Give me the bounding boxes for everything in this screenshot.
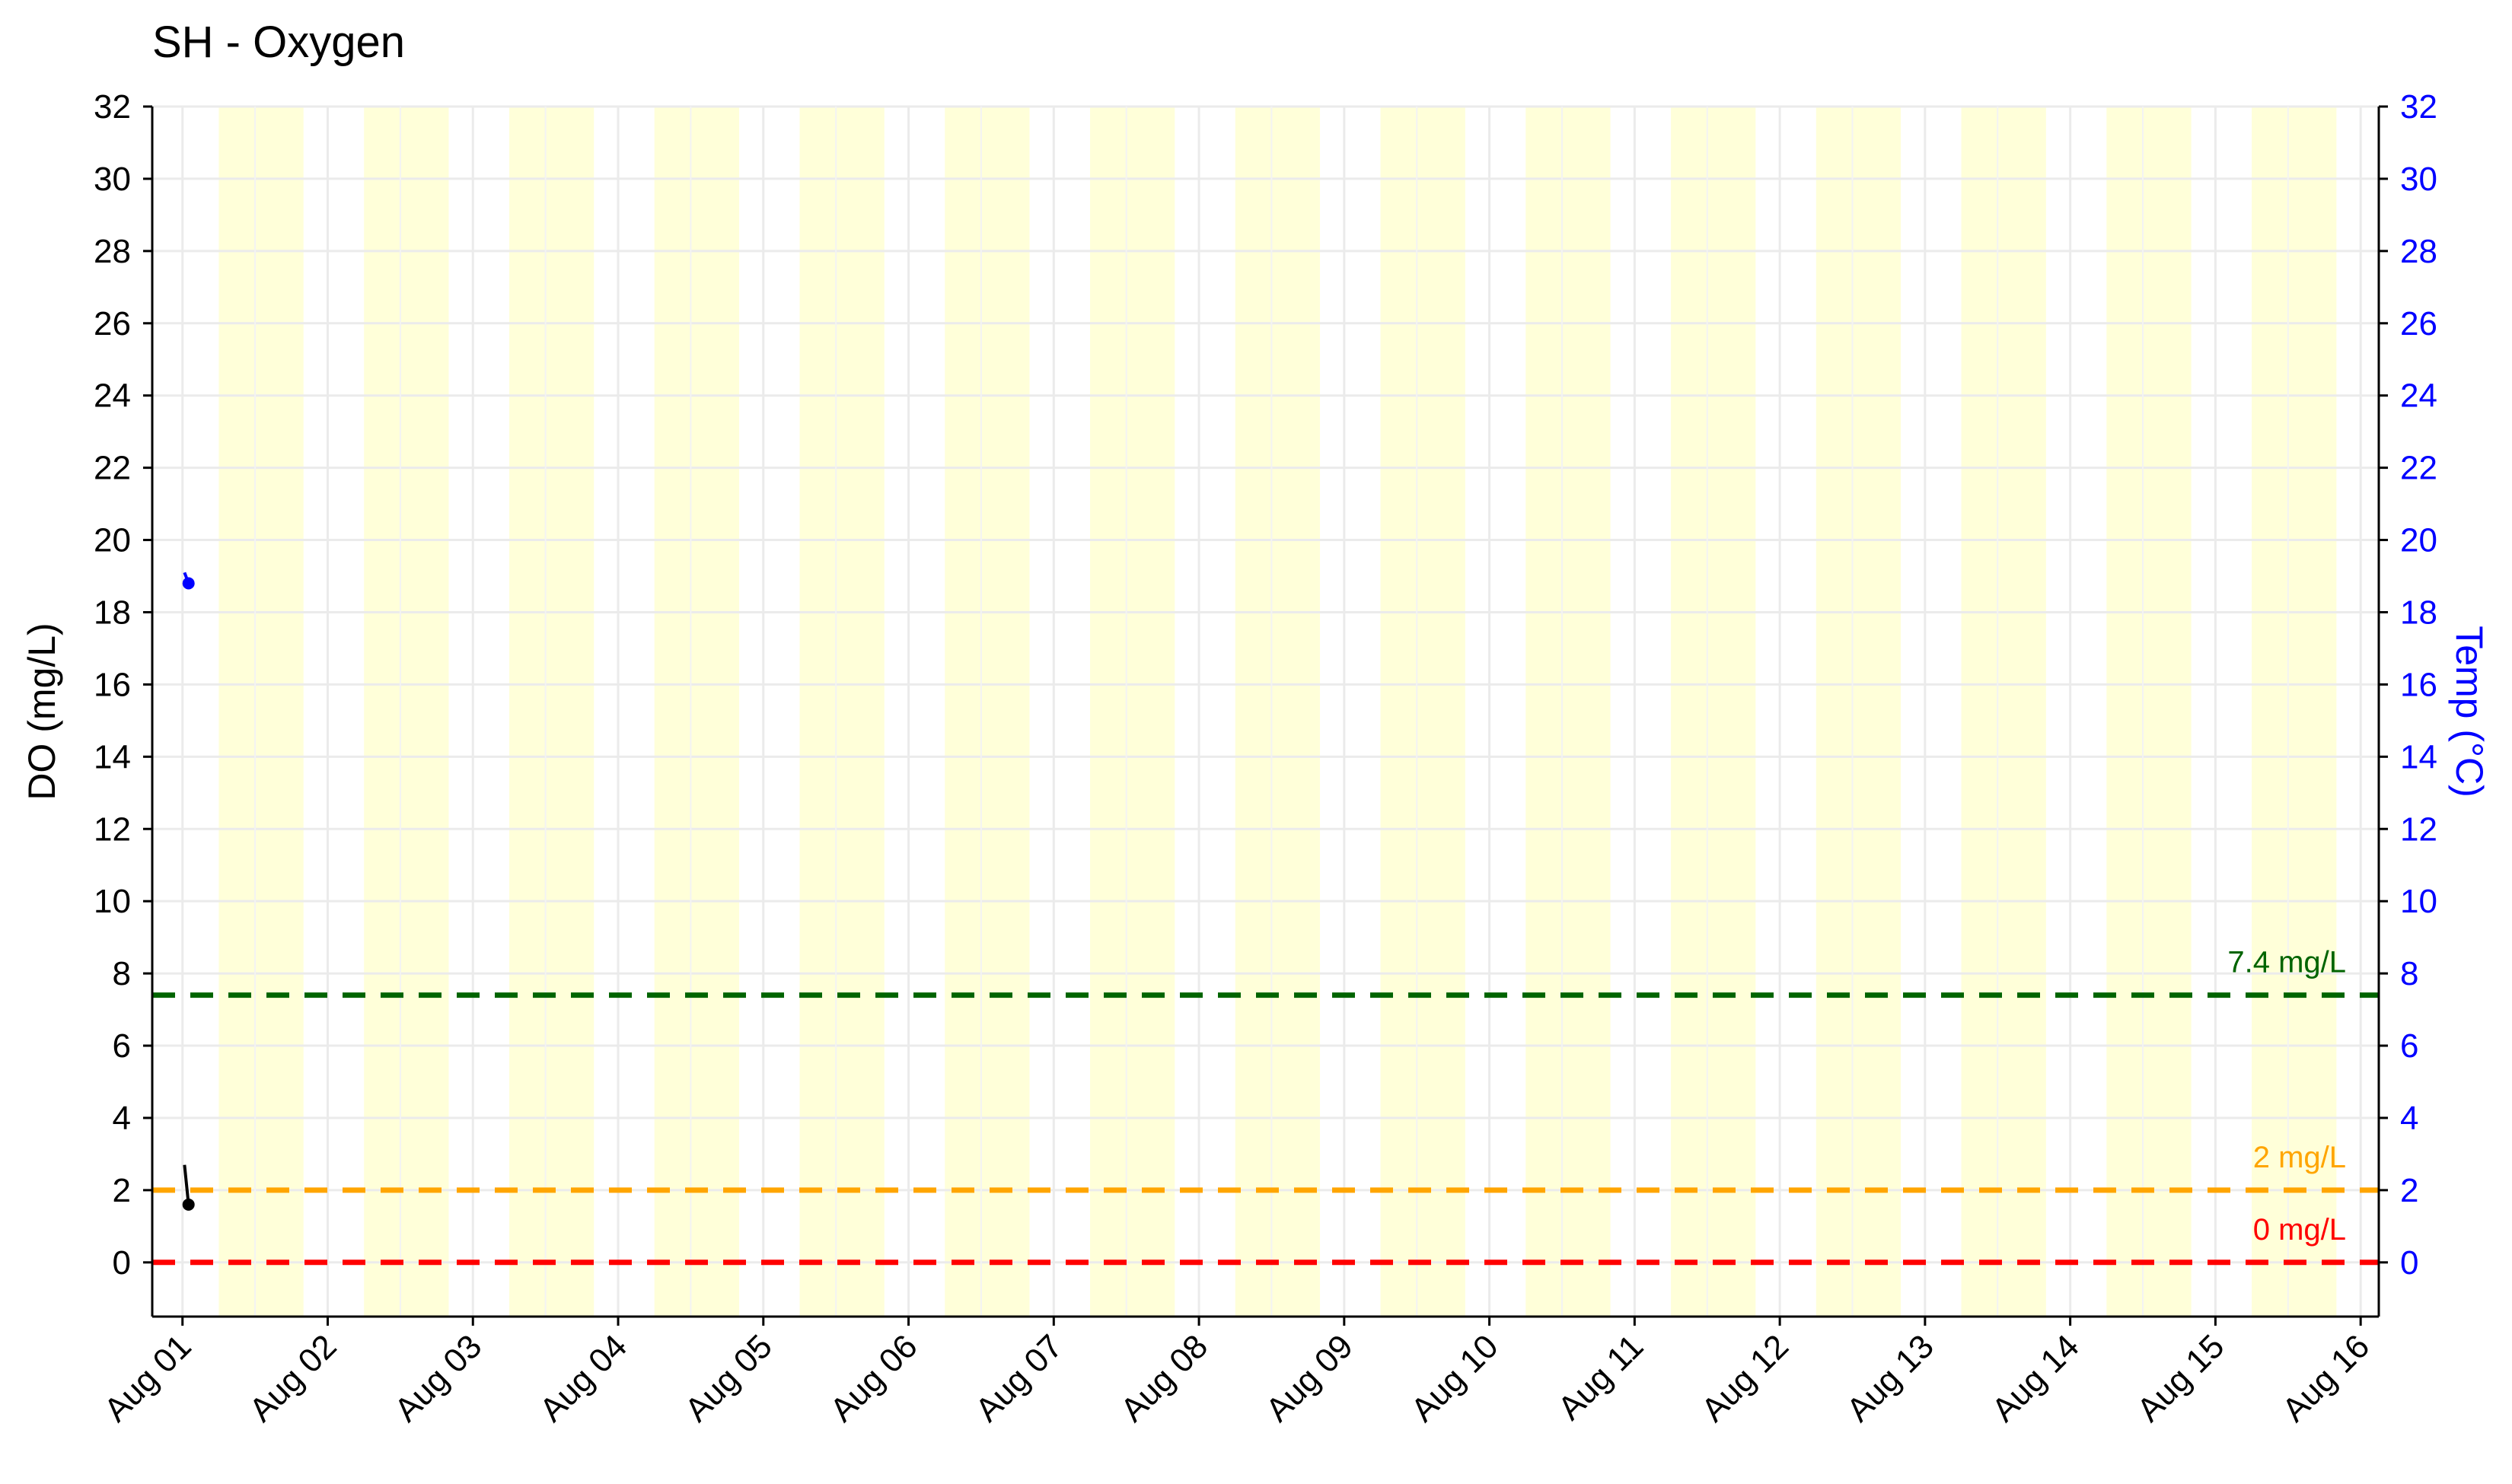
y-tick-label-left: 10 <box>94 883 131 920</box>
y-tick-label-right: 24 <box>2400 377 2437 415</box>
daytime-band <box>2252 107 2337 1317</box>
daytime-band <box>1380 107 1465 1317</box>
daytime-band <box>1815 107 1902 1317</box>
y-tick-label-left: 14 <box>94 738 131 775</box>
daytime-band <box>364 107 449 1317</box>
y-tick-label-right: 12 <box>2400 810 2437 848</box>
y-tick-label-right: 28 <box>2400 233 2437 270</box>
do-data-point <box>182 1198 195 1211</box>
y-tick-label-left: 22 <box>94 450 131 487</box>
daytime-band <box>1089 107 1175 1317</box>
y-tick-label-right: 26 <box>2400 305 2437 342</box>
daytime-band <box>508 107 595 1317</box>
daytime-band <box>2106 107 2192 1317</box>
daytime-band <box>1671 107 1756 1317</box>
y-tick-label-right: 4 <box>2400 1100 2418 1137</box>
daytime-shading-layer <box>218 107 2337 1317</box>
chart-title: SH - Oxygen <box>152 18 405 67</box>
y-tick-label-left: 20 <box>94 522 131 559</box>
y-tick-label-right: 8 <box>2400 955 2418 992</box>
y-tick-label-left: 32 <box>94 88 131 126</box>
y-tick-label-right: 18 <box>2400 594 2437 631</box>
reference-line-label: 0 mg/L <box>2253 1213 2346 1247</box>
temp-data-point <box>182 577 195 590</box>
y-tick-label-left: 4 <box>113 1100 131 1137</box>
daytime-band <box>1525 107 1611 1317</box>
y-axis-label-left: DO (mg/L) <box>21 623 63 800</box>
daytime-band <box>1235 107 1321 1317</box>
grid-layer <box>152 105 2379 1317</box>
y-tick-label-right: 32 <box>2400 88 2437 126</box>
y-tick-label-left: 8 <box>113 955 131 992</box>
y-tick-label-left: 2 <box>113 1172 131 1209</box>
reference-lines-layer: 7.4 mg/L 2 mg/L 0 mg/L <box>152 946 2379 1266</box>
y-tick-label-right: 10 <box>2400 883 2437 920</box>
y-tick-label-right: 0 <box>2400 1244 2418 1282</box>
y-tick-label-right: 22 <box>2400 450 2437 487</box>
y-tick-label-left: 24 <box>94 377 131 415</box>
daytime-band <box>799 107 885 1317</box>
y-tick-label-left: 28 <box>94 233 131 270</box>
y-tick-label-left: 16 <box>94 666 131 703</box>
y-tick-label-right: 6 <box>2400 1027 2418 1065</box>
y-axis-label-right: Temp (°C) <box>2448 626 2491 798</box>
daytime-band <box>654 107 739 1317</box>
y-tick-label-left: 6 <box>113 1027 131 1065</box>
y-tick-label-left: 12 <box>94 810 131 848</box>
y-tick-label-right: 2 <box>2400 1172 2418 1209</box>
y-tick-label-right: 16 <box>2400 666 2437 703</box>
daytime-band <box>945 107 1030 1317</box>
y-tick-label-right: 14 <box>2400 738 2437 775</box>
do-series-line <box>183 1164 190 1205</box>
y-tick-label-left: 18 <box>94 594 131 631</box>
y-tick-label-right: 20 <box>2400 522 2437 559</box>
reference-line-label: 2 mg/L <box>2253 1141 2346 1174</box>
reference-line-label: 7.4 mg/L <box>2227 946 2346 979</box>
series-layer <box>182 572 195 1211</box>
daytime-band <box>1961 107 2046 1317</box>
y-tick-label-right: 30 <box>2400 161 2437 198</box>
y-tick-label-left: 30 <box>94 161 131 198</box>
daytime-band <box>218 107 304 1317</box>
y-tick-label-left: 26 <box>94 305 131 342</box>
y-tick-label-left: 0 <box>113 1244 131 1282</box>
